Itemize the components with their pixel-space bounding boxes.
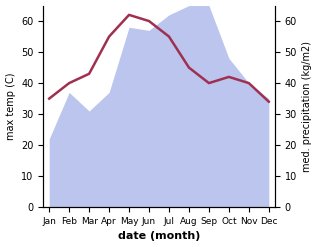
- Y-axis label: med. precipitation (kg/m2): med. precipitation (kg/m2): [302, 41, 313, 172]
- X-axis label: date (month): date (month): [118, 231, 200, 242]
- Y-axis label: max temp (C): max temp (C): [5, 73, 16, 140]
